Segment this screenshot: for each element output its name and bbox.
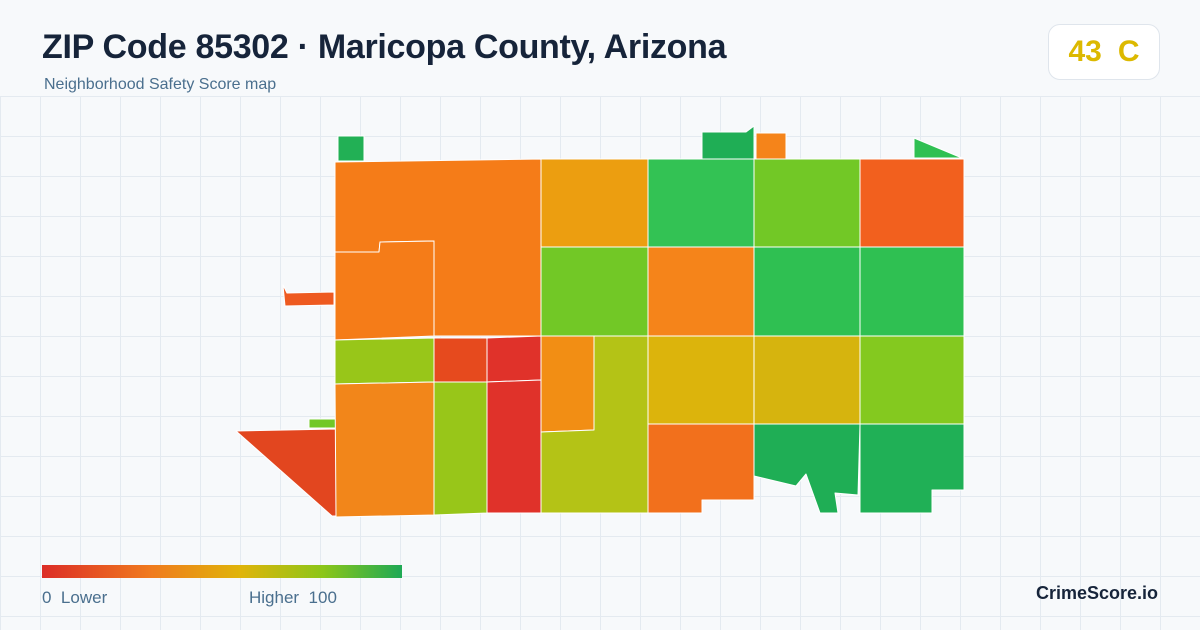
region-r3c2b[interactable] — [486, 335, 542, 383]
safety-score-badge: 43 C — [1048, 24, 1160, 80]
region-r4c4[interactable] — [647, 423, 755, 514]
region-r2c6[interactable] — [859, 246, 965, 337]
region-r4c2b[interactable] — [486, 379, 542, 514]
region-r2c5[interactable] — [753, 246, 861, 337]
region-r1c5[interactable] — [753, 158, 861, 248]
page-title: ZIP Code 85302 · Maricopa County, Arizon… — [42, 28, 727, 66]
fragment-top-mid-orange[interactable] — [755, 132, 787, 160]
region-r3c6[interactable] — [859, 335, 965, 425]
page-subtitle: Neighborhood Safety Score map — [44, 76, 277, 93]
region-r3c5[interactable] — [753, 335, 861, 425]
header-area — [0, 0, 1200, 96]
region-r1c3[interactable] — [540, 158, 649, 248]
region-r1c4[interactable] — [647, 158, 755, 248]
region-r3c3a[interactable] — [540, 335, 595, 433]
fragment-top-left[interactable] — [337, 135, 365, 162]
region-r4c2a[interactable] — [433, 381, 488, 516]
safety-score-value: 43 — [1068, 35, 1102, 68]
region-w-spur[interactable] — [282, 284, 335, 307]
brand-logo-text[interactable]: CrimeScore.io — [1036, 583, 1159, 603]
legend-max-label: Higher — [249, 588, 300, 607]
safety-score-grade: C — [1117, 35, 1140, 68]
region-r3c4[interactable] — [647, 335, 755, 425]
legend-min-value: 0 — [42, 588, 52, 607]
region-r4c6[interactable] — [859, 423, 965, 514]
fragment-top-mid-green[interactable] — [701, 125, 755, 160]
region-r4c1[interactable] — [334, 381, 435, 518]
fragment-top-right[interactable] — [913, 137, 963, 159]
legend-higher-label: Higher 100 — [249, 588, 337, 608]
region-r1c6[interactable] — [859, 158, 965, 248]
region-r3c1[interactable] — [334, 337, 435, 385]
region-w-mid[interactable] — [334, 240, 435, 341]
region-r2c3[interactable] — [540, 246, 649, 337]
region-r2c4[interactable] — [647, 246, 755, 337]
legend-color-scale — [42, 565, 402, 578]
legend-lower-label: 0 Lower — [42, 588, 107, 608]
legend-max-value: 100 — [308, 588, 337, 607]
region-sw-triangle[interactable] — [235, 428, 337, 517]
region-r4c5[interactable] — [753, 423, 861, 514]
fragment-sw-green[interactable] — [308, 418, 337, 429]
legend-min-label: Lower — [60, 588, 108, 607]
region-r3c2a[interactable] — [433, 337, 488, 383]
